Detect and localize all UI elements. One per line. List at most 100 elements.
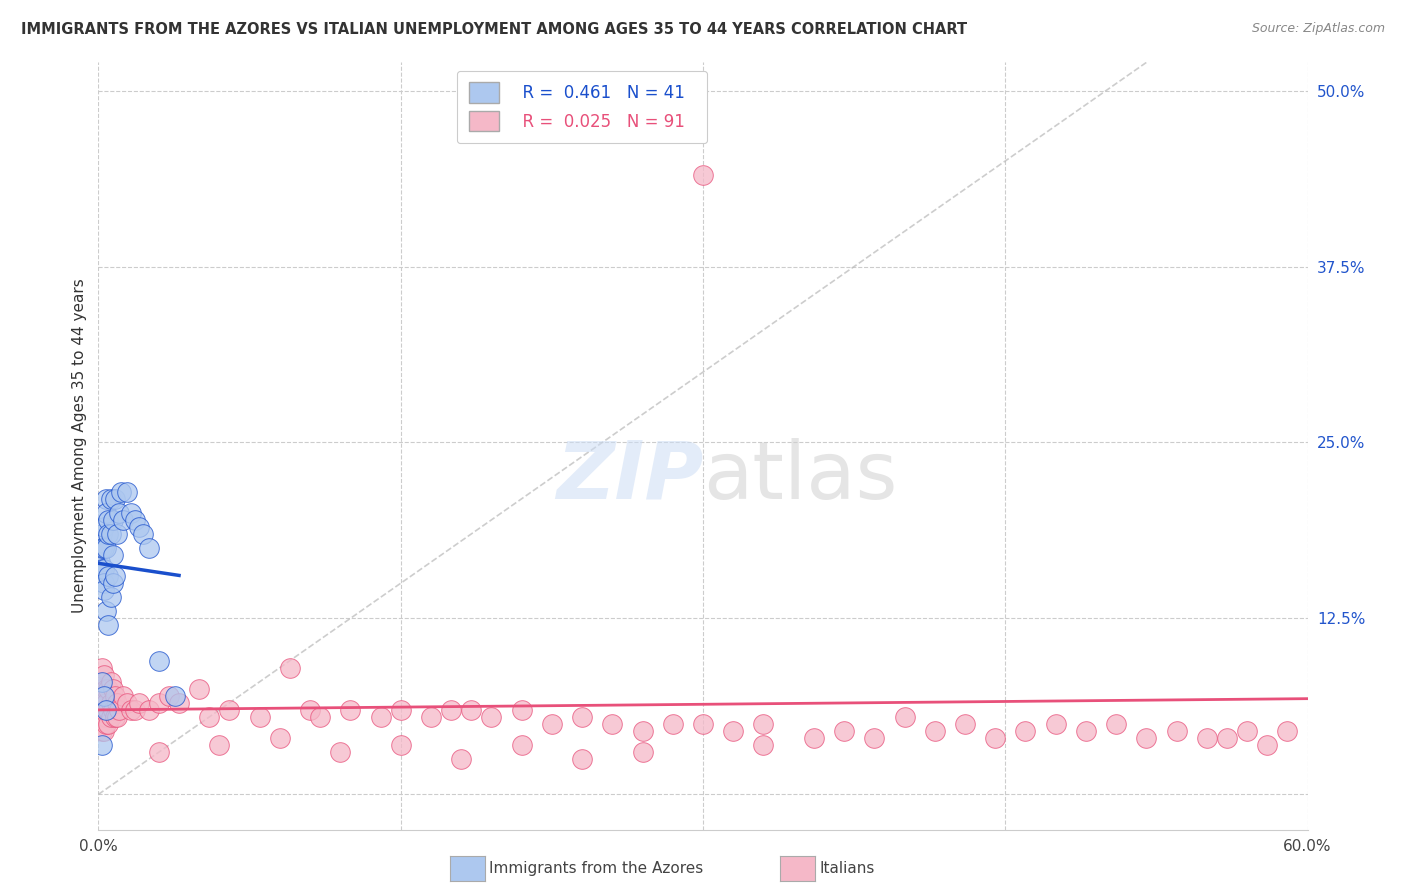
Point [1074,724,1097,739]
Point [103,569,125,583]
Point [89,674,111,689]
Point [752,738,775,752]
Point [571,752,593,766]
Point [120,703,142,717]
Point [510,738,533,752]
Point [97,717,120,731]
Point [93,703,115,717]
Point [93,520,115,534]
Text: Immigrants from the Azores: Immigrants from the Azores [489,862,703,876]
Point [803,731,825,745]
Point [101,548,124,562]
Point [96,604,118,618]
Point [93,689,115,703]
Point [96,681,118,696]
Point [148,745,170,759]
Text: Italians: Italians [820,862,875,876]
Point [269,731,291,745]
Point [120,506,142,520]
Point [107,703,129,717]
Point [96,703,118,717]
Point [540,717,562,731]
Point [510,703,533,717]
Point [128,520,150,534]
Point [893,710,915,724]
Point [93,710,115,724]
Point [692,717,714,731]
Point [832,724,855,739]
Point [984,731,1007,745]
Point [93,724,115,739]
Point [602,717,624,731]
Point [97,681,120,696]
Point [100,491,122,506]
Point [1277,724,1299,739]
Point [100,710,122,724]
Point [100,591,122,605]
Point [115,484,138,499]
Point [96,506,118,520]
Point [299,703,322,717]
Point [124,703,146,717]
Point [100,527,122,541]
Point [91,541,114,555]
Point [198,710,221,724]
Point [1105,717,1128,731]
Point [101,681,124,696]
Point [89,696,111,710]
Point [420,710,443,724]
Point [723,724,745,739]
Point [329,745,352,759]
Point [692,168,714,182]
Text: Source: ZipAtlas.com: Source: ZipAtlas.com [1251,22,1385,36]
Point [93,562,115,576]
Point [101,576,124,591]
Point [91,724,114,739]
Point [97,513,120,527]
Point [91,738,114,752]
Point [163,689,186,703]
Point [218,703,240,717]
Point [1045,717,1067,731]
Point [128,696,150,710]
Point [278,661,301,675]
Point [101,513,124,527]
Point [105,710,128,724]
Point [389,703,412,717]
Point [124,513,146,527]
Text: atlas: atlas [703,438,897,516]
Point [96,491,118,506]
Point [1256,738,1278,752]
Point [1135,731,1157,745]
Point [93,583,115,598]
Point [100,696,122,710]
Point [111,689,134,703]
Point [148,654,170,668]
Point [460,703,482,717]
Point [481,710,503,724]
Point [93,576,115,591]
Point [97,527,120,541]
Y-axis label: Unemployment Among Ages 35 to 44 years: Unemployment Among Ages 35 to 44 years [72,278,87,614]
Point [91,696,114,710]
Point [631,724,654,739]
Point [953,717,976,731]
Text: IMMIGRANTS FROM THE AZORES VS ITALIAN UNEMPLOYMENT AMONG AGES 35 TO 44 YEARS COR: IMMIGRANTS FROM THE AZORES VS ITALIAN UN… [21,22,967,37]
Point [752,717,775,731]
Point [107,506,129,520]
Point [93,541,115,555]
Point [97,703,120,717]
Point [103,710,125,724]
Point [103,491,125,506]
Point [91,661,114,675]
Point [389,738,412,752]
Point [440,703,463,717]
Point [188,681,211,696]
Point [91,562,114,576]
Point [93,689,115,703]
Legend:   R =  0.461   N = 41  ,   R =  0.025   N = 91  : R = 0.461 N = 41 , R = 0.025 N = 91 [457,70,707,143]
Point [450,752,472,766]
Point [97,618,120,632]
Point [89,710,111,724]
Point [115,696,138,710]
